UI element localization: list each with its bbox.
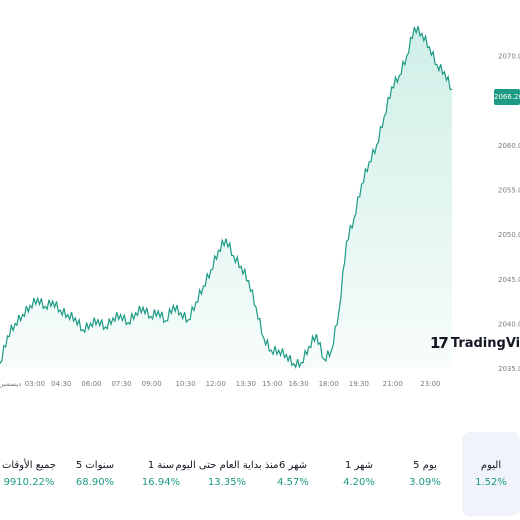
x-tick-label: 13:30 bbox=[236, 380, 256, 388]
tradingview-logo-text: TradingView bbox=[450, 335, 520, 351]
period-label: 6 شهر bbox=[278, 460, 308, 471]
period-label: 1 سنة bbox=[147, 460, 175, 471]
tradingview-logo-mark: 17 bbox=[430, 334, 449, 352]
x-tick-label: 19:30 bbox=[349, 380, 369, 388]
period-change-value: 4.20% bbox=[343, 477, 375, 488]
chart-svg[interactable]: 2035.00 2040.00 2045.00 2050.00 2055.00 2060.… bbox=[0, 0, 520, 400]
period-label: 5 يوم bbox=[413, 460, 437, 471]
x-tick-label: 21:00 bbox=[383, 380, 403, 388]
y-tick-label: 2050.00 bbox=[498, 231, 520, 239]
period-change-value: 3.09% bbox=[409, 477, 441, 488]
y-tick-label: 2045.00 bbox=[498, 276, 520, 284]
price-area-fill bbox=[0, 26, 452, 368]
x-tick-label: 10:30 bbox=[175, 380, 195, 388]
x-tick-label: 23:00 bbox=[420, 380, 440, 388]
x-tick-label: 03:00 bbox=[25, 380, 45, 388]
tradingview-logo[interactable]: 17 TradingView bbox=[430, 334, 520, 352]
current-price-badge: 2066.20 bbox=[494, 89, 520, 105]
price-line bbox=[0, 26, 453, 370]
period-tab[interactable]: 5 سنوات 68.90% bbox=[66, 432, 124, 516]
y-tick-label: 2040.00 bbox=[498, 320, 520, 328]
period-label: منذ بداية العام حتى اليوم bbox=[175, 460, 279, 471]
period-change-value: 13.35% bbox=[207, 477, 247, 488]
period-selector: اليوم 1.52% 5 يوم 3.09% 1 شهر 4.20% 6 شهر 4.57%… bbox=[0, 432, 520, 516]
y-tick-label: 2055.00 bbox=[498, 187, 520, 195]
y-tick-label: 2060.00 bbox=[498, 142, 520, 150]
period-label: 1 شهر bbox=[344, 460, 374, 471]
x-tick-label: 07:30 bbox=[111, 380, 131, 388]
price-chart[interactable]: 2035.00 2040.00 2045.00 2050.00 2055.00 2060.… bbox=[0, 0, 520, 400]
x-tick-label: 15:00 bbox=[262, 380, 282, 388]
y-tick-label: 2070.00 bbox=[498, 53, 520, 61]
period-change-value: 1.52% bbox=[475, 477, 507, 488]
x-tick-label: 12:00 bbox=[206, 380, 226, 388]
period-label: 5 سنوات bbox=[75, 460, 115, 471]
period-change-value: 9910.22% bbox=[3, 477, 55, 488]
period-tab[interactable]: 5 يوم 3.09% bbox=[396, 432, 454, 516]
x-tick-label: 09:00 bbox=[142, 380, 162, 388]
x-tick-label: ديسمبر bbox=[0, 380, 21, 388]
x-tick-label: 18:00 bbox=[319, 380, 339, 388]
period-change-value: 16.94% bbox=[141, 477, 181, 488]
period-change-value: 68.90% bbox=[75, 477, 115, 488]
period-label: جميع الأوقات bbox=[1, 460, 57, 471]
x-tick-label: 04:30 bbox=[51, 380, 71, 388]
period-tab[interactable]: 1 شهر 4.20% bbox=[330, 432, 388, 516]
period-tab[interactable]: منذ بداية العام حتى اليوم 13.35% bbox=[176, 432, 279, 516]
period-tab[interactable]: 1 سنة 16.94% bbox=[132, 432, 190, 516]
period-tab[interactable]: جميع الأوقات 9910.22% bbox=[0, 432, 58, 516]
period-label: اليوم bbox=[480, 460, 502, 471]
period-tab[interactable]: اليوم 1.52% bbox=[462, 432, 520, 516]
x-tick-label: 16:30 bbox=[288, 380, 308, 388]
period-change-value: 4.57% bbox=[277, 477, 309, 488]
period-tab[interactable]: 6 شهر 4.57% bbox=[264, 432, 322, 516]
x-tick-label: 06:00 bbox=[81, 380, 101, 388]
y-tick-label: 2035.00 bbox=[498, 365, 520, 373]
